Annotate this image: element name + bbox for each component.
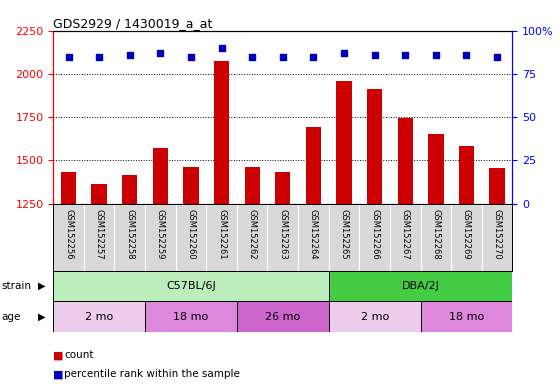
Point — [217, 45, 226, 51]
Point — [64, 53, 73, 60]
Bar — [91, 184, 107, 204]
Text: age: age — [2, 312, 21, 322]
Text: C57BL/6J: C57BL/6J — [166, 281, 216, 291]
Text: GSM152261: GSM152261 — [217, 209, 226, 260]
Text: DBA/2J: DBA/2J — [402, 281, 440, 291]
Text: GSM152267: GSM152267 — [401, 209, 410, 260]
Text: GSM152256: GSM152256 — [64, 209, 73, 260]
Text: GSM152259: GSM152259 — [156, 209, 165, 260]
Bar — [53, 271, 329, 301]
Point — [248, 53, 256, 60]
Text: GSM152264: GSM152264 — [309, 209, 318, 260]
Point — [339, 50, 348, 56]
Text: 2 mo: 2 mo — [85, 312, 113, 322]
Point — [401, 52, 410, 58]
Text: 18 mo: 18 mo — [174, 312, 208, 322]
Bar — [245, 167, 260, 204]
Text: GSM152257: GSM152257 — [95, 209, 104, 260]
Text: GSM152265: GSM152265 — [339, 209, 348, 260]
Bar — [367, 89, 382, 204]
Text: 26 mo: 26 mo — [265, 312, 300, 322]
Bar — [214, 61, 229, 204]
Text: count: count — [64, 350, 94, 360]
Bar — [459, 146, 474, 204]
Text: strain: strain — [2, 281, 32, 291]
Text: GSM152260: GSM152260 — [186, 209, 195, 260]
Bar — [237, 301, 329, 332]
Text: GSM152266: GSM152266 — [370, 209, 379, 260]
Bar — [53, 301, 145, 332]
Text: 2 mo: 2 mo — [361, 312, 389, 322]
Text: GSM152270: GSM152270 — [493, 209, 502, 260]
Bar — [61, 172, 76, 204]
Bar — [489, 168, 505, 204]
Text: ▶: ▶ — [38, 312, 46, 322]
Bar — [145, 301, 237, 332]
Bar — [183, 167, 199, 204]
Bar — [337, 81, 352, 204]
Point — [309, 53, 318, 60]
Point — [186, 53, 195, 60]
Text: GSM152269: GSM152269 — [462, 209, 471, 260]
Text: GDS2929 / 1430019_a_at: GDS2929 / 1430019_a_at — [53, 17, 213, 30]
Point — [462, 52, 471, 58]
Bar — [329, 301, 421, 332]
Point — [370, 52, 379, 58]
Bar — [306, 127, 321, 204]
Text: ■: ■ — [53, 369, 64, 379]
Text: GSM152268: GSM152268 — [431, 209, 440, 260]
Text: GSM152263: GSM152263 — [278, 209, 287, 260]
Point — [95, 53, 104, 60]
Bar — [122, 175, 137, 204]
Text: ■: ■ — [53, 350, 64, 360]
Bar — [329, 271, 512, 301]
Bar — [428, 134, 444, 204]
Bar — [153, 148, 168, 204]
Point — [431, 52, 440, 58]
Point — [493, 53, 502, 60]
Point — [125, 52, 134, 58]
Text: percentile rank within the sample: percentile rank within the sample — [64, 369, 240, 379]
Text: 18 mo: 18 mo — [449, 312, 484, 322]
Point — [156, 50, 165, 56]
Bar — [275, 172, 291, 204]
Text: GSM152258: GSM152258 — [125, 209, 134, 260]
Point — [278, 53, 287, 60]
Bar — [421, 301, 512, 332]
Text: GSM152262: GSM152262 — [248, 209, 256, 260]
Bar — [398, 118, 413, 204]
Text: ▶: ▶ — [38, 281, 46, 291]
